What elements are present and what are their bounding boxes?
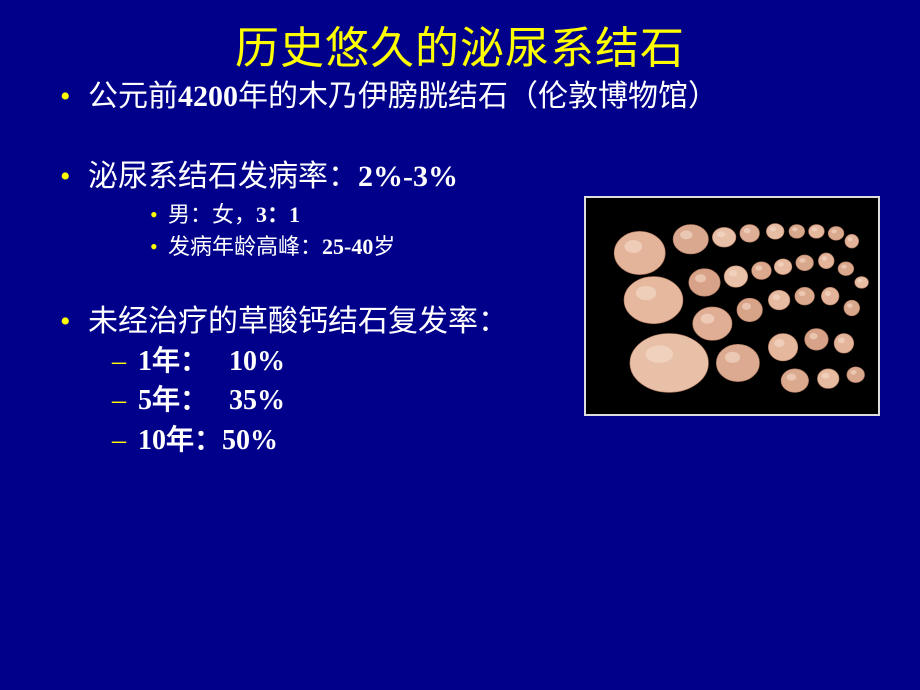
value: 2%-3% (358, 160, 458, 193)
value: 10% (229, 346, 285, 377)
text: 男：女， (168, 202, 256, 227)
stones-photo (584, 196, 880, 416)
value: 50% (222, 425, 278, 456)
text: 发病年龄高峰： (168, 234, 322, 259)
label: 5年： (138, 385, 208, 416)
value: 35% (229, 385, 285, 416)
stones-svg (586, 198, 878, 414)
slide-title: 历史悠久的泌尿系结石 (0, 12, 920, 76)
text: 未经治疗的草酸钙结石复发率 (88, 305, 478, 338)
label: 1年： (138, 346, 208, 377)
text: 泌尿系结石发病率： (88, 160, 358, 193)
spacer (54, 116, 866, 158)
value: 25-40 (322, 234, 373, 259)
colon: ： (478, 305, 508, 338)
slide: 历史悠久的泌尿系结石 公元前4200年的木乃伊膀胱结石（伦敦博物馆） 泌尿系结石… (0, 0, 920, 690)
bullet-1: 公元前4200年的木乃伊膀胱结石（伦敦博物馆） (54, 78, 866, 116)
text: 公元前 (88, 80, 178, 113)
value: 3：1 (256, 202, 300, 227)
dash-10yr: 10年：50% (112, 421, 866, 460)
text: 年的木乃伊膀胱结石（伦敦博物馆） (238, 80, 718, 113)
label: 10年： (138, 425, 222, 456)
text: 岁 (373, 234, 395, 259)
value: 4200 (178, 80, 238, 113)
